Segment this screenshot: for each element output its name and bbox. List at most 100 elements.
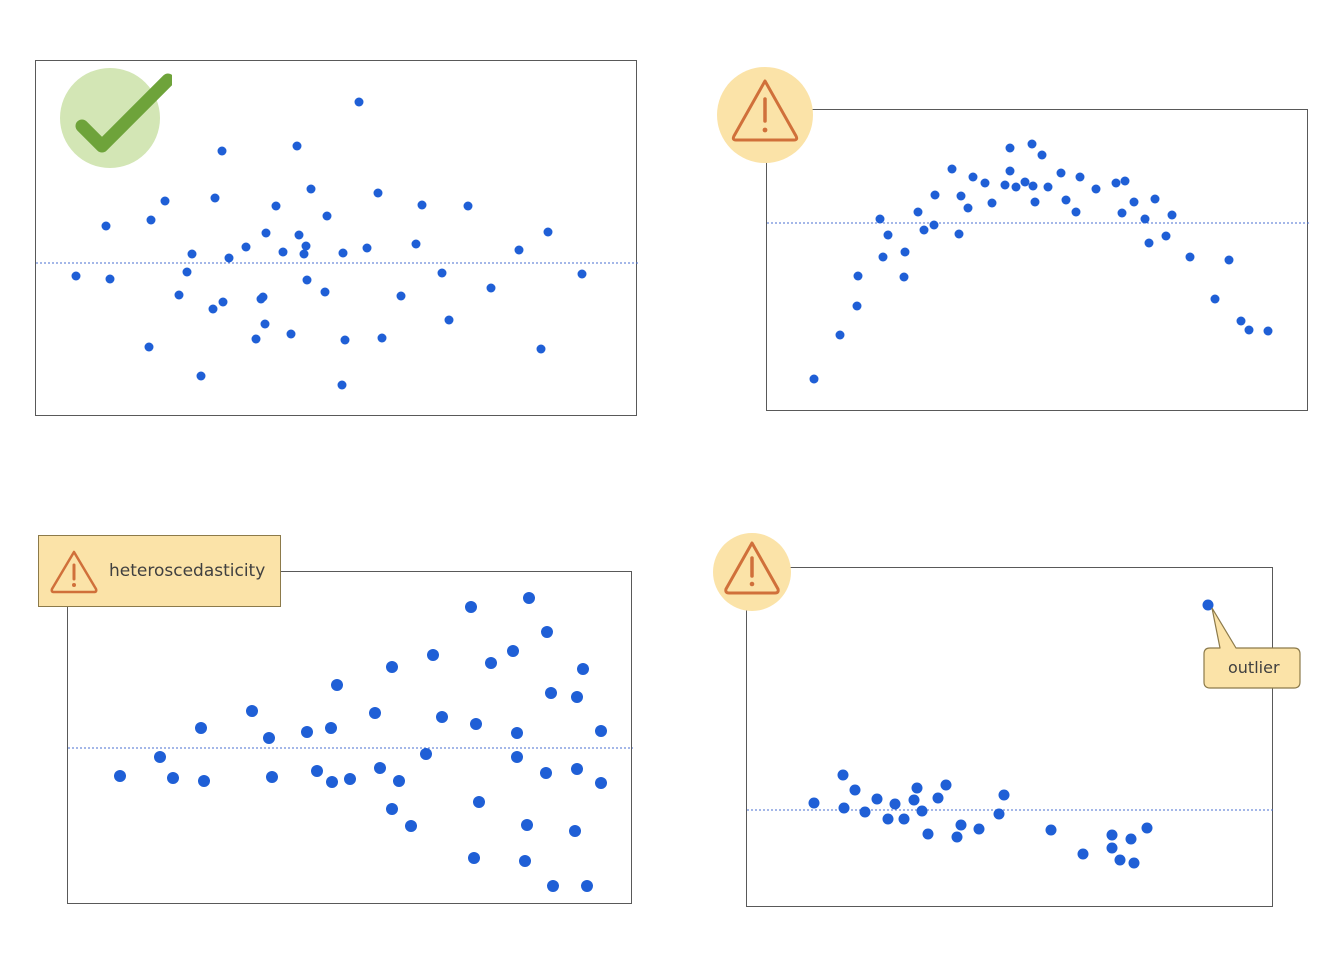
residual-scatter-curved [767,139,1309,384]
data-point [1045,824,1057,836]
data-point [523,592,535,604]
data-point [271,201,281,211]
data-point [859,806,871,818]
data-point [1005,166,1015,176]
data-point [954,229,964,239]
data-point [973,823,985,835]
data-point [849,784,861,796]
data-point [167,772,179,784]
data-point [1037,150,1047,160]
data-point [1150,194,1160,204]
data-point [1030,197,1040,207]
data-point [541,626,553,638]
data-point [882,813,894,825]
data-point [340,335,350,345]
data-point [292,141,302,151]
data-point [325,722,337,734]
data-point [210,193,220,203]
data-point [301,726,313,738]
data-point [569,825,581,837]
data-point [1129,197,1139,207]
data-point [955,819,967,831]
data-point [1210,294,1220,304]
data-point [386,661,398,673]
data-point [922,828,934,840]
data-point [1144,238,1154,248]
data-point [71,271,81,281]
data-point [405,820,417,832]
data-point [968,172,978,182]
data-point [1244,325,1254,335]
data-point [809,374,819,384]
data-point [507,645,519,657]
data-point [1125,833,1137,845]
data-point [302,275,312,285]
data-point [386,803,398,815]
data-point [473,796,485,808]
data-point [511,751,523,763]
data-point [374,762,386,774]
data-point [486,283,496,293]
warning-triangle-icon [713,533,791,611]
data-point [101,221,111,231]
data-point [519,855,531,867]
data-point [241,242,251,252]
data-point [571,763,583,775]
data-point [463,201,473,211]
data-point [571,691,583,703]
data-point [916,805,928,817]
data-point [853,271,863,281]
data-point [105,274,115,284]
warning-badge-outlier [712,532,792,616]
data-point [919,225,929,235]
data-point [889,798,901,810]
data-point [1106,842,1118,854]
data-point [932,792,944,804]
data-point [266,771,278,783]
data-point [1005,143,1015,153]
data-point [396,291,406,301]
data-point [301,241,311,251]
data-point [427,649,439,661]
data-point [900,247,910,257]
data-point [338,248,348,258]
data-point [144,342,154,352]
data-point [224,253,234,263]
data-point [1161,231,1171,241]
data-point [420,748,432,760]
data-point [929,220,939,230]
data-point [1236,316,1246,326]
data-point [871,793,883,805]
data-point [196,371,206,381]
data-point [326,776,338,788]
data-point [808,797,820,809]
checkmark-icon [60,68,175,168]
data-point [146,215,156,225]
data-point [195,722,207,734]
data-point [547,880,559,892]
data-point [545,687,557,699]
data-point [299,249,309,259]
data-point [1141,822,1153,834]
data-point [1075,172,1085,182]
data-point [331,679,343,691]
data-point [1140,214,1150,224]
data-point [940,779,952,791]
data-point [417,200,427,210]
data-point [354,97,364,107]
data-point [577,269,587,279]
data-point [470,718,482,730]
residual-scatter-random [36,97,638,390]
data-point [930,190,940,200]
data-point [437,268,447,278]
data-point [980,178,990,188]
warning-triangle-icon [50,550,98,594]
data-point [306,184,316,194]
data-point [344,773,356,785]
residual-scatter-outlier [747,599,1274,869]
data-point [993,808,1005,820]
data-point [208,304,218,314]
data-point [286,329,296,339]
data-point [899,272,909,282]
data-point [1028,181,1038,191]
